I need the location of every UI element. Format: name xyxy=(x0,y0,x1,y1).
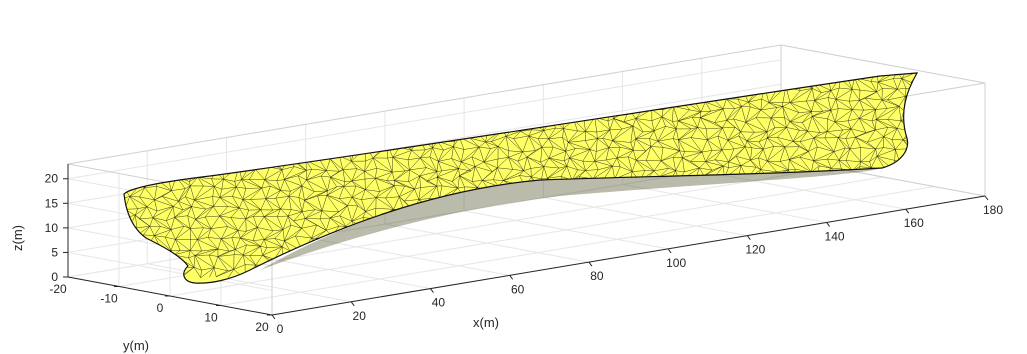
x-tick-label: 60 xyxy=(511,282,525,296)
box-edge xyxy=(67,44,782,165)
side-wall-grid-line xyxy=(67,251,273,291)
y-tick-label: -20 xyxy=(49,282,67,296)
z-tick-label: 5 xyxy=(51,245,58,259)
axes-ticks: 0 20 40 60 80 100 120 140 160 180 -20 -10 0 10 20 0 5 10 1… xyxy=(45,172,1004,336)
x-tick-mark xyxy=(826,222,830,227)
x-tick-label: 100 xyxy=(666,256,686,270)
x-tick-label: 120 xyxy=(745,243,765,257)
y-tick-label: -10 xyxy=(100,292,118,306)
y-tick-label: 20 xyxy=(255,320,269,334)
z-tick-label: 10 xyxy=(45,221,59,235)
back-wall-grid-line xyxy=(67,59,782,180)
x-tick-mark xyxy=(984,195,989,201)
y-tick-label: 10 xyxy=(204,311,218,325)
x-tick-mark xyxy=(430,288,434,293)
hull-outline xyxy=(123,72,919,284)
z-axis-label: z(m) xyxy=(10,225,25,251)
x-tick-mark xyxy=(746,235,751,240)
hull-surface xyxy=(123,72,919,284)
x-axis-label: x(m) xyxy=(473,315,499,330)
z-tick-label: 20 xyxy=(45,172,59,186)
x-tick-label: 40 xyxy=(432,296,446,310)
z-tick-label: 15 xyxy=(45,196,59,210)
box-edge xyxy=(780,44,986,84)
y-tick-label: 0 xyxy=(157,301,164,315)
x-tick-label: 160 xyxy=(904,216,924,230)
x-tick-label: 0 xyxy=(277,322,284,336)
x-tick-mark xyxy=(588,261,593,267)
y-axis-label: y(m) xyxy=(123,338,149,353)
x-tick-label: 20 xyxy=(353,309,367,323)
x-tick-label: 140 xyxy=(825,229,845,243)
floor-grid-line xyxy=(169,176,884,297)
x-tick-mark xyxy=(271,314,276,320)
x-tick-mark xyxy=(667,248,672,254)
hull-deck-edge xyxy=(260,168,882,270)
z-tick-label: 0 xyxy=(51,270,58,284)
x-tick-label: 80 xyxy=(590,269,604,283)
x-axis-line xyxy=(271,195,986,316)
x-tick-mark xyxy=(350,301,355,307)
x-tick-mark xyxy=(905,208,910,214)
floor-grid-line xyxy=(220,186,935,306)
x-tick-mark xyxy=(509,275,514,280)
x-tick-label: 180 xyxy=(983,203,1003,217)
